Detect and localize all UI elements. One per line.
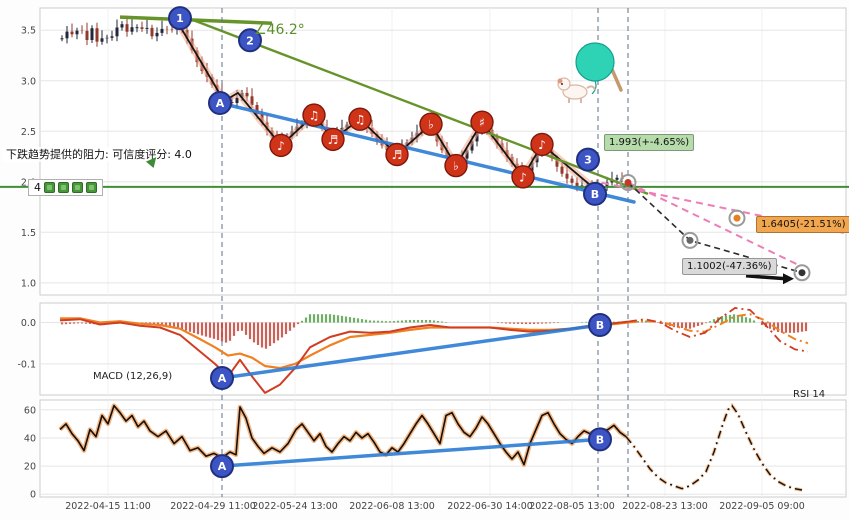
y-tick-label: 3.0 (21, 76, 36, 87)
marker-label: B (591, 188, 599, 201)
y-tick-label: 40 (24, 434, 36, 445)
ab-trendline-price[interactable] (218, 101, 636, 204)
ab-trendline-macd[interactable] (220, 323, 602, 380)
music-note-glyph: ♬ (328, 133, 339, 147)
y-tick-label: 3.5 (21, 26, 36, 37)
macd-line (59, 318, 629, 394)
music-note-marker[interactable]: ♪ (269, 133, 293, 158)
target-arrow-head (783, 273, 794, 285)
x-tick-label: 2022-08-05 13:00 (529, 501, 615, 512)
macd-line-forecast (627, 307, 809, 353)
music-note-marker[interactable]: ♭ (444, 153, 468, 178)
marker-label: A (218, 372, 227, 385)
x-tick-label: 2022-04-29 11:00 (170, 501, 256, 512)
music-note-marker[interactable]: ♪ (511, 165, 535, 189)
x-tick-label: 2022-05-24 13:00 (252, 501, 338, 512)
ab-trendline-rsi[interactable] (220, 437, 602, 468)
marker-label: 3 (584, 154, 592, 167)
forecast-pink-dashed[interactable] (627, 181, 801, 267)
music-note-marker[interactable]: ♬ (321, 127, 345, 152)
x-tick-label: 2022-06-30 14:00 (447, 501, 533, 512)
balloon-icon (575, 42, 615, 82)
macd-panel (39, 302, 847, 396)
music-note-glyph: ♭ (453, 159, 459, 173)
dog-body (562, 84, 588, 100)
music-note-glyph: ♫ (309, 109, 320, 123)
forecast-point-ring[interactable] (728, 209, 746, 227)
forecast-point[interactable] (733, 214, 741, 222)
music-note-marker[interactable]: ♪ (530, 132, 554, 157)
marker-label: 1 (176, 12, 184, 25)
y-tick-label: 0 (30, 490, 36, 501)
music-note-marker[interactable]: ♫ (302, 103, 326, 127)
y-tick-label: 20 (24, 462, 36, 473)
wave-marker-2[interactable]: 2 (238, 28, 262, 53)
wave-marker-1[interactable]: 1 (168, 6, 192, 31)
x-tick-label: 2022-09-05 09:00 (719, 501, 805, 512)
music-note-glyph: ♭ (428, 118, 434, 132)
forecast-point-ring[interactable] (619, 174, 637, 191)
rsi-marker-A[interactable]: A (210, 454, 234, 479)
marker-label: B (596, 319, 604, 332)
dog-balloon-sticker[interactable] (557, 42, 623, 103)
y-tick-label: 2.5 (21, 127, 36, 138)
dog-tail (586, 85, 596, 91)
price-marker-B[interactable]: B (583, 181, 607, 206)
music-note-marker[interactable]: ♬ (385, 142, 409, 167)
music-note-glyph: ♪ (277, 139, 285, 153)
music-note-glyph: ♪ (519, 170, 527, 184)
music-note-marker[interactable]: ♫ (348, 107, 372, 131)
price-marker-A[interactable]: A (208, 91, 232, 115)
y-tick-label: -0.1 (17, 359, 36, 370)
rsi-panel (39, 399, 847, 498)
y-tick-label: 0.0 (21, 318, 36, 329)
macd-signal-line (60, 317, 629, 370)
y-tick-label: 1.5 (21, 228, 36, 239)
y-tick-label: 1.0 (21, 278, 36, 289)
music-note-marker[interactable]: ♭ (419, 112, 443, 136)
music-note-glyph: ♯ (479, 116, 485, 130)
balloon-string (591, 80, 597, 95)
rsi-line (59, 404, 627, 466)
dog-eye (561, 83, 563, 85)
x-tick-label: 2022-04-15 11:00 (65, 501, 151, 512)
music-note-marker[interactable]: ♯ (470, 110, 494, 134)
x-tick-label: 2022-08-23 13:00 (622, 501, 708, 512)
marker-label: A (218, 460, 227, 473)
rsi-marker-B[interactable]: B (588, 427, 612, 452)
marker-label: B (596, 433, 604, 446)
wave-marker-3[interactable]: 3 (576, 147, 600, 172)
music-note-glyph: ♪ (538, 138, 546, 152)
x-tick-label: 2022-06-08 13:00 (349, 501, 435, 512)
marker-label: A (216, 97, 225, 110)
target-arrow (745, 274, 787, 281)
macd-marker-A[interactable]: A (210, 366, 234, 390)
forecast-point[interactable] (798, 269, 806, 277)
forecast-point[interactable] (624, 179, 632, 186)
dog-ear (557, 78, 563, 84)
forecast-point-ring[interactable] (681, 231, 699, 249)
forecast-point[interactable] (686, 236, 694, 244)
music-note-glyph: ♬ (392, 148, 403, 162)
forecast-point-ring[interactable] (793, 264, 811, 282)
price-panel (39, 7, 847, 296)
music-note-glyph: ♫ (355, 113, 366, 127)
y-tick-label: 60 (24, 405, 36, 416)
marker-label: 2 (246, 34, 254, 47)
macd-marker-B[interactable]: B (588, 313, 612, 337)
rsi-forecast (625, 404, 803, 491)
